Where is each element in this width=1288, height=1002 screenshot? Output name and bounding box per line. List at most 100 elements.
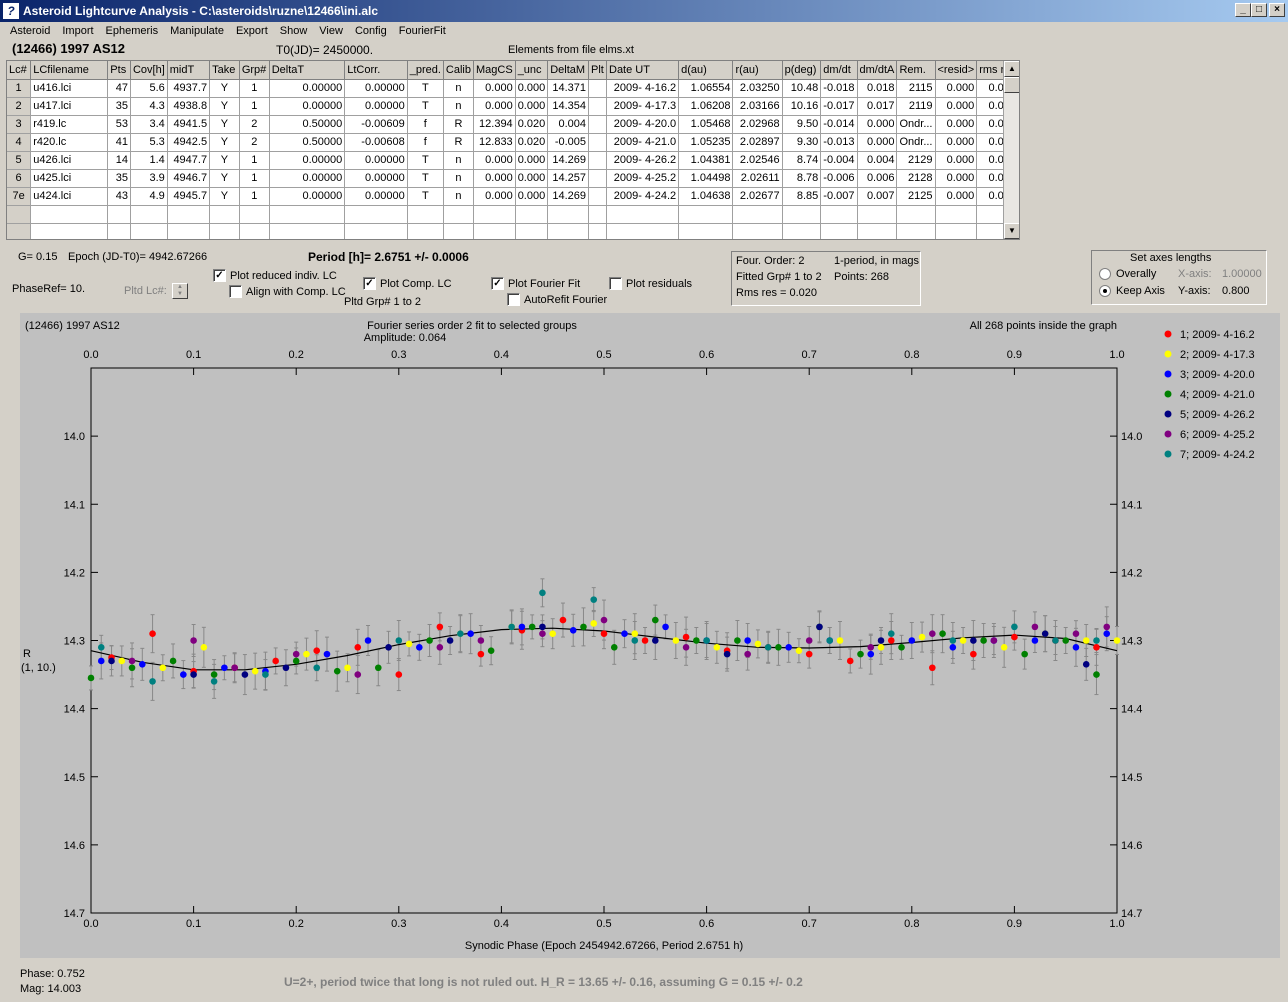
empty-cell[interactable] bbox=[407, 223, 444, 239]
table-cell[interactable]: Y bbox=[209, 133, 240, 152]
check-icon[interactable]: ✓ bbox=[491, 277, 504, 290]
table-cell[interactable]: 4947.7 bbox=[167, 151, 211, 170]
column-header[interactable]: dm/dtA bbox=[857, 61, 898, 80]
menu-fourierfit[interactable]: FourierFit bbox=[398, 25, 446, 37]
table-cell[interactable]: u426.lci bbox=[30, 151, 109, 170]
table-cell[interactable]: 0.000 bbox=[935, 115, 978, 134]
table-cell[interactable]: 0.00000 bbox=[269, 97, 346, 116]
table-cell[interactable]: -0.00608 bbox=[344, 133, 408, 152]
empty-cell[interactable] bbox=[107, 223, 131, 239]
table-cell[interactable]: 47 bbox=[107, 79, 131, 98]
column-header[interactable]: LCfilename bbox=[30, 61, 109, 80]
table-cell[interactable]: 1 bbox=[239, 97, 270, 116]
menu-ephemeris[interactable]: Ephemeris bbox=[105, 25, 159, 37]
table-cell[interactable]: f bbox=[407, 115, 444, 134]
empty-cell[interactable] bbox=[473, 205, 516, 224]
table-cell[interactable]: 4.9 bbox=[130, 187, 168, 206]
table-cell[interactable]: 0.020 bbox=[515, 133, 549, 152]
table-cell[interactable] bbox=[588, 151, 607, 170]
empty-table-row[interactable] bbox=[7, 223, 1019, 239]
table-cell[interactable] bbox=[588, 133, 607, 152]
table-cell[interactable] bbox=[588, 187, 607, 206]
plot-comp-checkbox[interactable]: ✓ Plot Comp. LC bbox=[363, 277, 452, 290]
table-cell[interactable]: 4945.7 bbox=[167, 187, 211, 206]
table-cell[interactable]: 0.00000 bbox=[269, 187, 346, 206]
empty-cell[interactable] bbox=[30, 223, 109, 239]
keep-axis-radio[interactable]: Keep Axis bbox=[1099, 285, 1165, 297]
table-cell[interactable]: Y bbox=[209, 79, 240, 98]
table-cell[interactable]: Ondr... bbox=[896, 133, 936, 152]
table-cell[interactable]: f bbox=[407, 133, 444, 152]
table-cell[interactable]: R bbox=[443, 133, 475, 152]
empty-cell[interactable] bbox=[239, 205, 270, 224]
table-cell[interactable]: T bbox=[407, 151, 444, 170]
column-header[interactable]: Rem. bbox=[896, 61, 936, 80]
column-header[interactable]: DeltaT bbox=[269, 61, 346, 80]
menu-asteroid[interactable]: Asteroid bbox=[10, 25, 51, 37]
table-cell[interactable]: Y bbox=[209, 97, 240, 116]
scroll-thumb[interactable] bbox=[1004, 77, 1019, 93]
table-cell[interactable]: -0.006 bbox=[820, 169, 858, 188]
check-icon[interactable]: ✓ bbox=[363, 277, 376, 290]
table-cell[interactable]: 2009- 4-26.2 bbox=[606, 151, 680, 170]
empty-cell[interactable] bbox=[896, 223, 936, 239]
checkbox-empty-icon[interactable] bbox=[229, 285, 242, 298]
column-header[interactable]: Grp# bbox=[239, 61, 270, 80]
table-cell[interactable]: 0.000 bbox=[515, 151, 549, 170]
empty-cell[interactable] bbox=[443, 205, 475, 224]
lightcurve-table[interactable]: Lc# LCfilename Pts Cov[h] midT Take Grp# DeltaT… bbox=[6, 60, 1020, 240]
table-cell[interactable]: 14 bbox=[107, 151, 131, 170]
table-cell[interactable]: 4942.5 bbox=[167, 133, 211, 152]
table-cell[interactable]: Y bbox=[209, 187, 240, 206]
table-cell[interactable]: n bbox=[443, 169, 475, 188]
align-comp-checkbox[interactable]: Align with Comp. LC bbox=[229, 285, 346, 298]
column-header[interactable]: d(au) bbox=[678, 61, 734, 80]
column-header[interactable]: Pts bbox=[107, 61, 131, 80]
table-cell[interactable]: 1.04498 bbox=[678, 169, 734, 188]
table-cell[interactable]: 0.000 bbox=[515, 79, 549, 98]
table-cell[interactable]: 0.000 bbox=[473, 187, 516, 206]
empty-cell[interactable] bbox=[7, 205, 32, 224]
table-cell[interactable]: T bbox=[407, 97, 444, 116]
table-cell[interactable]: 1.05235 bbox=[678, 133, 734, 152]
table-cell[interactable]: 14.269 bbox=[547, 187, 590, 206]
table-cell[interactable]: 0.000 bbox=[473, 169, 516, 188]
table-cell[interactable]: 4941.5 bbox=[167, 115, 211, 134]
table-cell[interactable]: n bbox=[443, 151, 475, 170]
menu-config[interactable]: Config bbox=[354, 25, 387, 37]
table-cell[interactable]: 0.00000 bbox=[344, 169, 408, 188]
overally-radio[interactable]: Overally bbox=[1099, 268, 1156, 280]
table-cell[interactable]: 0.00000 bbox=[269, 151, 346, 170]
empty-cell[interactable] bbox=[269, 205, 346, 224]
table-cell[interactable]: -0.013 bbox=[820, 133, 858, 152]
table-cell[interactable]: 0.000 bbox=[935, 97, 978, 116]
row-header-cell[interactable]: 5 bbox=[7, 151, 32, 170]
table-cell[interactable] bbox=[588, 169, 607, 188]
plot-resid-checkbox[interactable]: Plot residuals bbox=[609, 277, 692, 290]
empty-cell[interactable] bbox=[443, 223, 475, 239]
table-cell[interactable]: 2.02897 bbox=[732, 133, 783, 152]
menu-manipulate[interactable]: Manipulate bbox=[170, 25, 224, 37]
table-cell[interactable]: 2 bbox=[239, 115, 270, 134]
empty-cell[interactable] bbox=[515, 205, 549, 224]
table-cell[interactable] bbox=[588, 79, 607, 98]
table-cell[interactable]: -0.007 bbox=[820, 187, 858, 206]
table-cell[interactable]: -0.014 bbox=[820, 115, 858, 134]
table-cell[interactable]: 0.000 bbox=[515, 97, 549, 116]
column-header[interactable]: Plt bbox=[588, 61, 607, 80]
table-cell[interactable]: 2 bbox=[239, 133, 270, 152]
table-cell[interactable]: 2.03250 bbox=[732, 79, 783, 98]
empty-cell[interactable] bbox=[344, 223, 408, 239]
empty-cell[interactable] bbox=[935, 205, 978, 224]
table-cell[interactable]: R bbox=[443, 115, 475, 134]
table-cell[interactable]: 14.269 bbox=[547, 151, 590, 170]
row-header-cell[interactable]: 4 bbox=[7, 133, 32, 152]
table-cell[interactable]: 8.74 bbox=[782, 151, 822, 170]
empty-cell[interactable] bbox=[30, 205, 109, 224]
table-cell[interactable]: 53 bbox=[107, 115, 131, 134]
table-cell[interactable]: 2009- 4-16.2 bbox=[606, 79, 680, 98]
empty-cell[interactable] bbox=[588, 223, 607, 239]
table-cell[interactable]: -0.005 bbox=[547, 133, 590, 152]
